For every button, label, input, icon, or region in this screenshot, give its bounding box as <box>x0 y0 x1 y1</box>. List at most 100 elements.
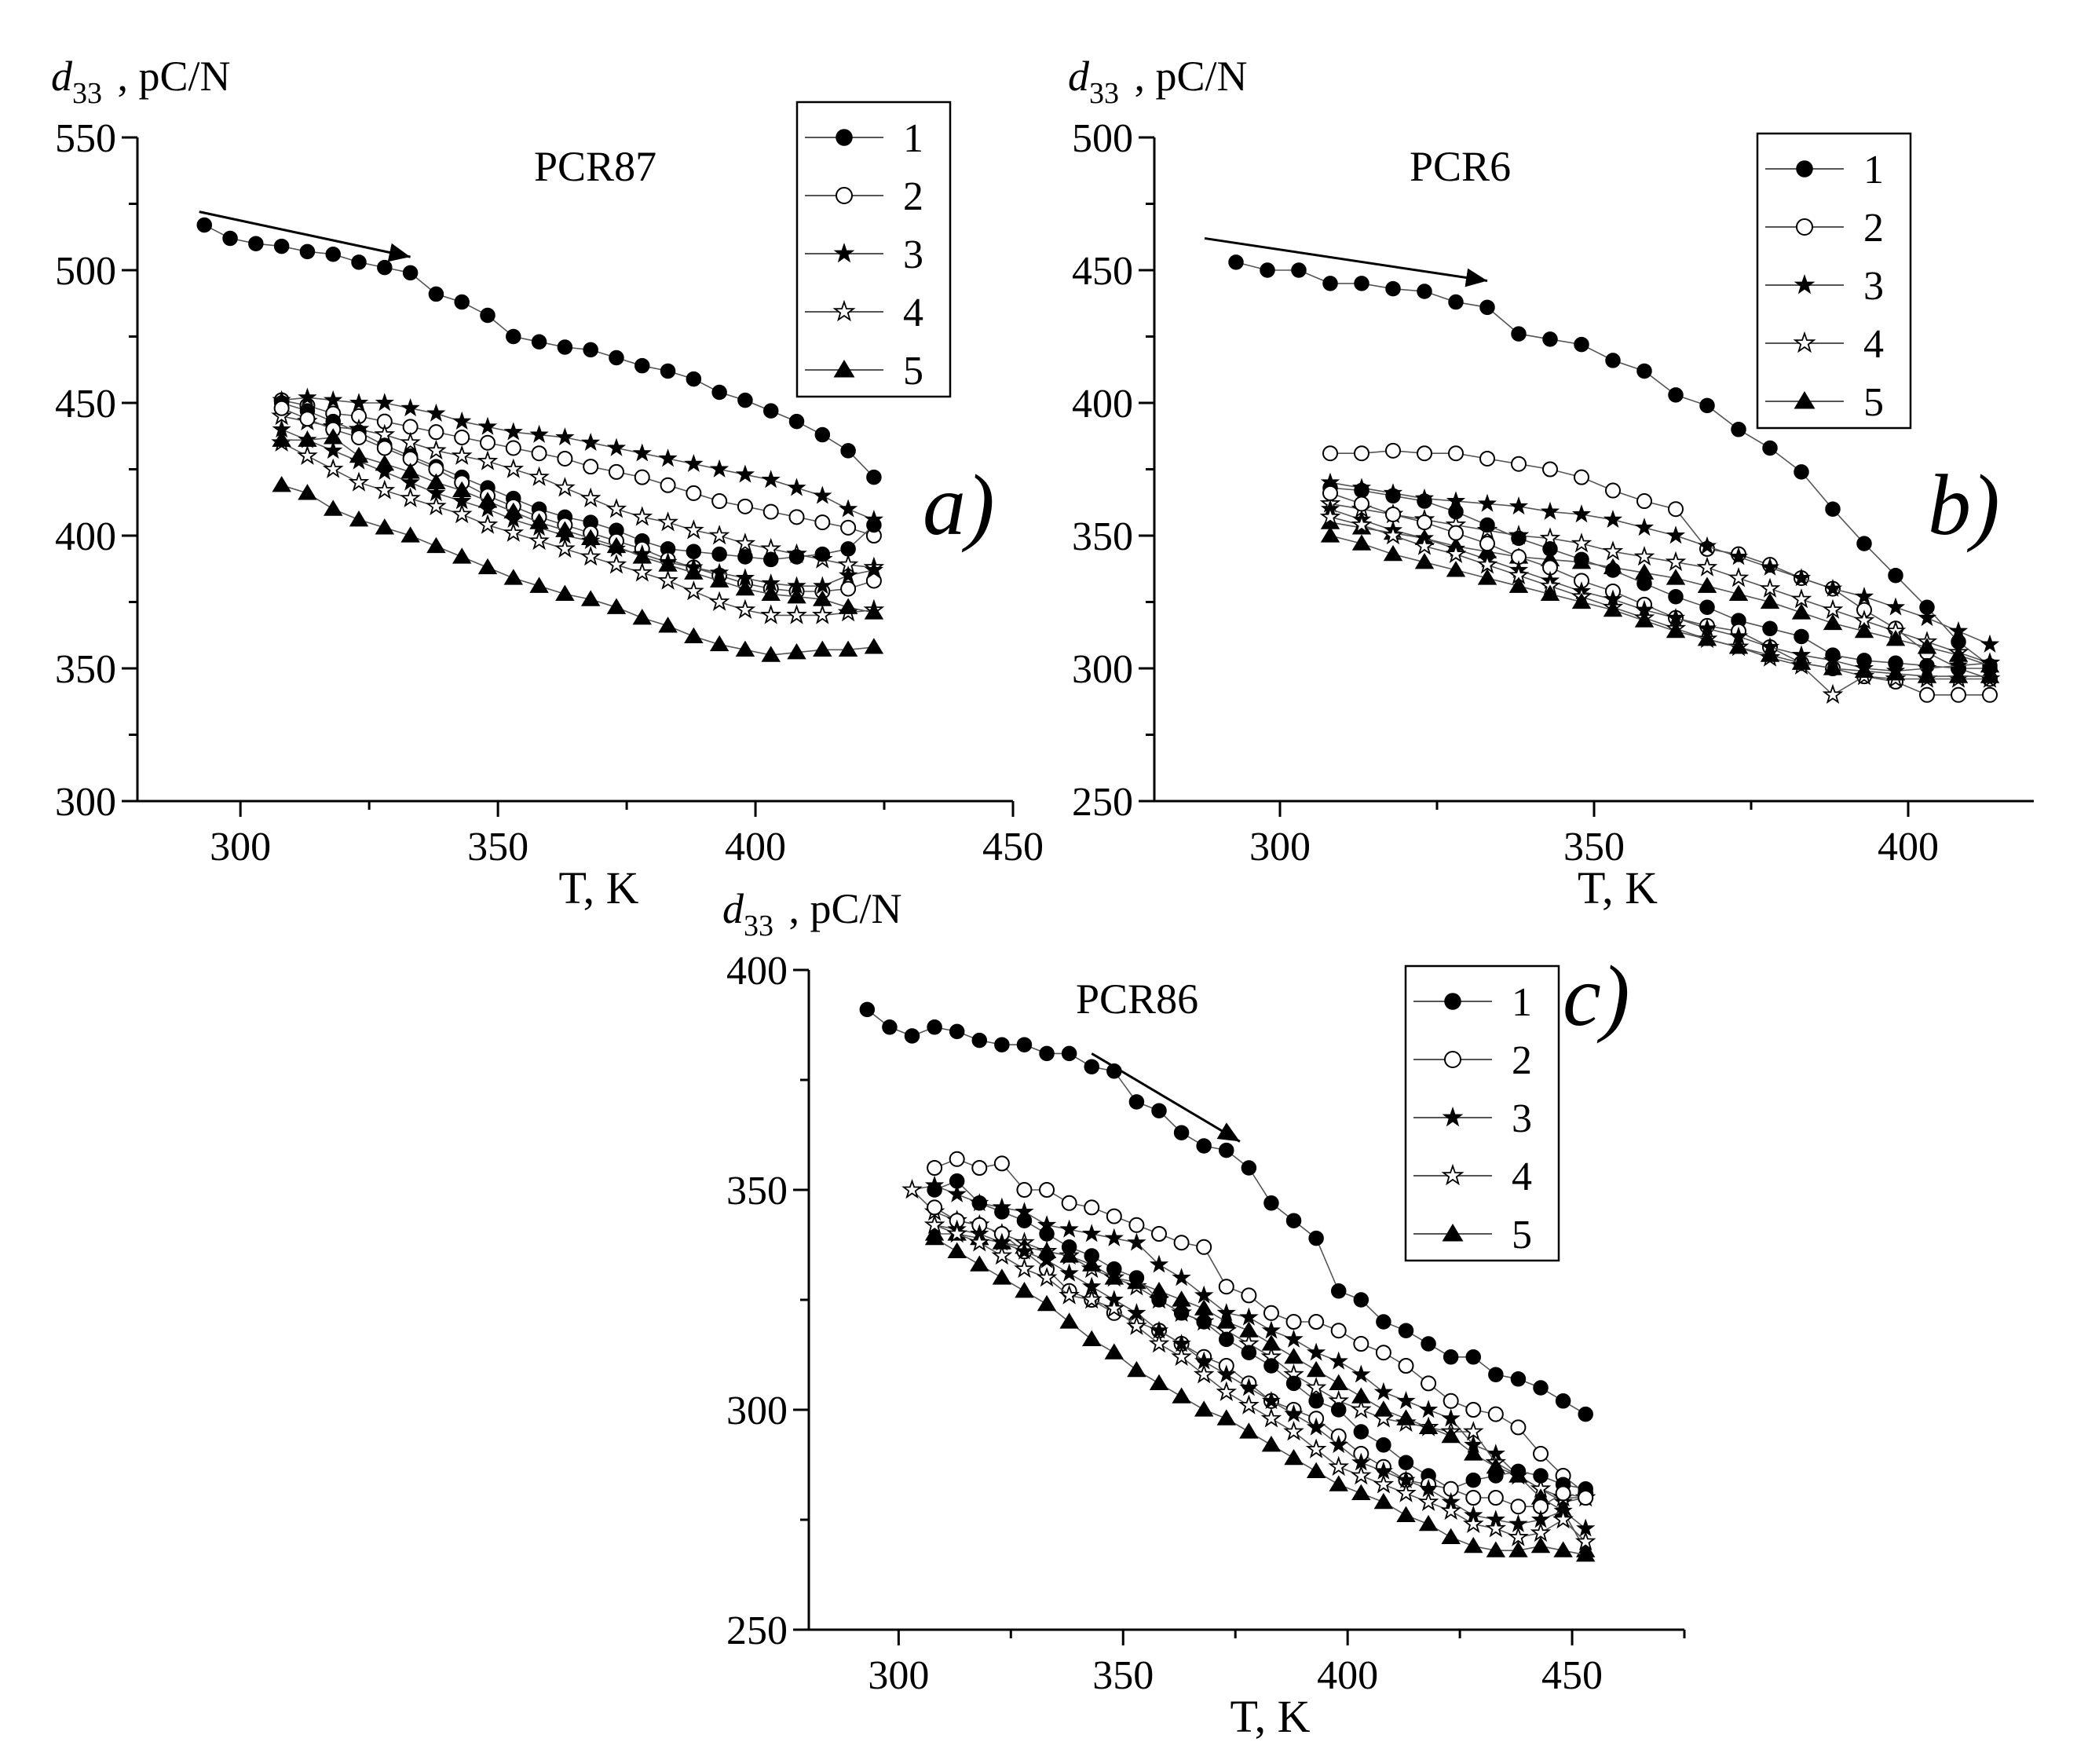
data-point <box>1351 514 1373 534</box>
data-point <box>1238 1394 1260 1414</box>
data-point <box>1261 1320 1282 1339</box>
data-point <box>1760 557 1780 576</box>
data-point <box>1037 1294 1057 1312</box>
data-point <box>428 286 444 302</box>
data-point <box>1533 1446 1549 1462</box>
series-line <box>1329 516 1990 696</box>
data-point <box>971 1160 988 1176</box>
data-point <box>505 440 521 456</box>
data-point <box>1636 363 1652 379</box>
series-5 <box>1320 526 2000 683</box>
series-1 <box>859 1001 1593 1422</box>
data-point <box>1059 1284 1080 1305</box>
data-point <box>1697 576 1717 593</box>
data-point <box>606 598 627 614</box>
data-point <box>1417 445 1432 462</box>
data-point <box>557 450 573 467</box>
data-point <box>1418 1514 1439 1532</box>
series-4 <box>271 431 885 624</box>
data-point <box>426 439 447 460</box>
legend-label: 4 <box>903 291 923 335</box>
data-point <box>1330 1402 1347 1418</box>
data-point <box>529 513 549 529</box>
data-point <box>1791 568 1812 587</box>
data-point <box>1508 496 1529 515</box>
data-point <box>222 230 238 247</box>
data-point <box>580 546 602 566</box>
data-point <box>554 477 576 497</box>
legend-label: 5 <box>1863 380 1884 425</box>
data-point <box>529 576 549 593</box>
y-label-subscript: 33 <box>1089 77 1119 110</box>
data-point <box>477 492 498 508</box>
legend-label: 2 <box>1863 206 1884 251</box>
data-point <box>787 642 806 660</box>
data-point <box>1418 1418 1439 1434</box>
data-point <box>1980 667 2000 683</box>
data-point <box>480 434 495 451</box>
data-point <box>1485 1517 1507 1538</box>
data-point <box>1571 532 1593 553</box>
panel-label: a) <box>923 457 995 553</box>
data-point <box>376 440 393 456</box>
data-point <box>632 547 652 564</box>
data-point <box>1239 1378 1259 1396</box>
data-point <box>1373 1382 1394 1400</box>
data-point <box>1016 1213 1033 1228</box>
series-line <box>1330 449 1991 680</box>
data-point <box>709 571 730 588</box>
data-point <box>1791 603 1812 620</box>
data-point <box>1305 1438 1327 1458</box>
data-point <box>374 479 396 500</box>
data-point <box>1823 659 1843 675</box>
data-point <box>605 498 627 518</box>
data-point <box>1856 536 1872 551</box>
data-point <box>1239 1422 1259 1439</box>
data-point <box>1037 1250 1057 1268</box>
data-point <box>1148 1333 1170 1353</box>
data-point <box>1510 1371 1527 1387</box>
data-point <box>324 500 343 516</box>
data-point <box>503 422 523 441</box>
legend-marker <box>1441 1163 1465 1186</box>
series-2 <box>273 392 882 543</box>
data-point <box>1479 517 1495 533</box>
data-point <box>1149 1374 1169 1390</box>
data-point <box>1059 1219 1079 1238</box>
data-point <box>1605 482 1621 499</box>
data-point <box>1106 1261 1122 1277</box>
data-point <box>1919 686 1935 703</box>
data-point <box>994 1204 1010 1220</box>
data-point <box>1762 620 1778 637</box>
data-point <box>1261 1334 1282 1351</box>
series-line <box>281 408 875 592</box>
data-point <box>923 1213 945 1235</box>
data-point <box>1885 597 1906 616</box>
y-label-subscript: 33 <box>72 77 102 110</box>
data-point <box>788 509 805 525</box>
data-point <box>866 469 882 485</box>
series-3 <box>272 419 884 595</box>
data-point <box>632 609 652 625</box>
data-point <box>1385 442 1401 459</box>
data-point <box>1218 1279 1234 1295</box>
data-point <box>528 466 550 486</box>
legend-label: 1 <box>1512 980 1532 1025</box>
data-point <box>709 459 730 478</box>
data-point <box>454 294 470 310</box>
data-point <box>1465 1490 1482 1506</box>
data-point <box>1571 504 1592 523</box>
data-point <box>761 646 781 662</box>
data-point <box>606 437 627 456</box>
y-tick-label: 450 <box>55 382 116 426</box>
data-point <box>1540 584 1560 601</box>
series-line <box>1329 522 1991 667</box>
data-point <box>1510 1463 1527 1480</box>
data-point <box>477 450 499 470</box>
data-point <box>1508 1526 1529 1546</box>
data-point <box>349 510 369 527</box>
data-point <box>503 458 525 478</box>
data-point <box>840 443 856 459</box>
data-point <box>1194 1299 1214 1316</box>
